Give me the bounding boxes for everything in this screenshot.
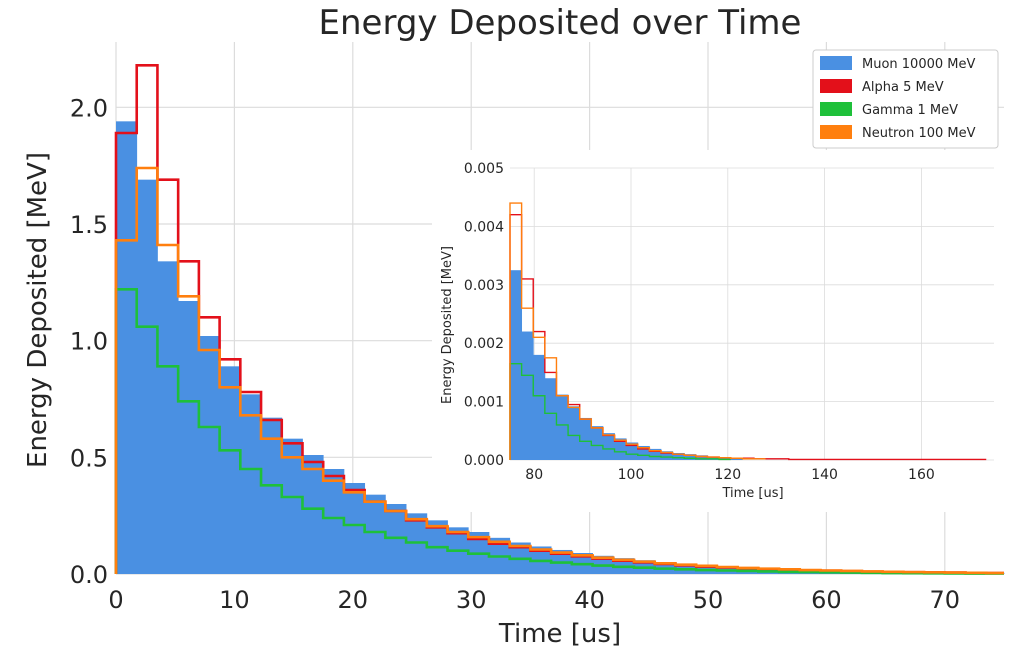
legend-label: Muon 10000 MeV — [862, 57, 975, 72]
y-tick-label: 1.5 — [70, 211, 108, 239]
inset-muon-10000-mev-bar — [661, 451, 674, 460]
inset-muon-10000-mev-bar — [510, 270, 523, 460]
x-tick-label: 40 — [574, 586, 605, 614]
inset-grid — [510, 167, 994, 461]
gamma-1-mev-line — [114, 288, 1004, 575]
legend-label: Gamma 1 MeV — [862, 103, 958, 118]
inset-gamma-1-mev-line — [509, 362, 731, 461]
inset-x-tick-label: 140 — [811, 467, 838, 483]
inset-y-axis-label: Energy Deposited [MeV] — [440, 246, 455, 404]
muon-10000-mev-bar — [136, 179, 158, 574]
legend-swatch — [820, 79, 852, 93]
inset-muon-10000-mev-bar — [614, 438, 627, 460]
inset-muon-10000-mev-bar — [544, 378, 557, 460]
inset-plot: 80 100 120 140 160 0.000 0.001 0.002 0.003 0.004 0… — [432, 150, 1010, 512]
muon-10000-mev-bar — [116, 121, 138, 574]
y-tick-label: 0.5 — [70, 444, 108, 472]
muon-10000-mev-bar — [198, 336, 220, 574]
inset-muon-10000-mev-bar — [521, 331, 534, 460]
inset-muon-10000-mev-bar — [533, 354, 546, 460]
inset-muon-10000-mev-bar — [626, 442, 639, 460]
chart-title: Energy Deposited over Time — [319, 3, 802, 43]
muon-10000-mev-bar — [302, 455, 324, 574]
inset-muon-10000-mev-bar — [695, 455, 708, 460]
inset-x-tick-label: 80 — [525, 467, 543, 483]
muon-10000-mev-bar — [281, 438, 303, 574]
muon-10000-mev-bar — [178, 301, 200, 574]
inset-x-tick-label: 160 — [908, 467, 935, 483]
legend-box — [812, 49, 999, 149]
legend: Muon 10000 MeV Alpha 5 MeV Gamma 1 MeV Neut… — [812, 49, 999, 149]
x-tick-label: 50 — [693, 586, 724, 614]
inset-y-tick-label: 0.002 — [464, 336, 504, 352]
legend-label: Alpha 5 MeV — [862, 80, 944, 95]
y-tick-label: 0.0 — [70, 561, 108, 589]
inset-muon-10000-mev-bar — [684, 454, 697, 460]
legend-label: Neutron 100 MeV — [862, 126, 976, 141]
inset-plot-background — [510, 168, 994, 460]
y-tick-label: 2.0 — [70, 94, 108, 122]
inset-y-tick-label: 0.000 — [464, 453, 504, 469]
inset-x-axis-label: Time [us] — [721, 486, 783, 501]
muon-10000-mev-bar — [219, 366, 241, 574]
inset-muon-10000-mev-bar — [568, 406, 581, 460]
y-axis-label: Energy Deposited [MeV] — [23, 152, 53, 468]
x-tick-label: 20 — [338, 586, 369, 614]
legend-swatch — [820, 56, 852, 70]
muon-10000-mev-bar — [323, 469, 345, 574]
muon-10000-mev-bar — [343, 483, 366, 574]
inset-y-tick-label: 0.005 — [464, 161, 504, 177]
inset-y-tick-label: 0.004 — [464, 219, 504, 235]
inset-muon-10000-mev-bar — [579, 417, 592, 460]
inset-y-tick-label: 0.003 — [464, 278, 504, 294]
inset-y-tick-label: 0.001 — [464, 395, 504, 411]
y-tick-label: 1.0 — [70, 328, 108, 356]
x-tick-label: 30 — [456, 586, 487, 614]
inset-muon-10000-mev-bar — [602, 433, 615, 460]
x-tick-label: 70 — [930, 586, 961, 614]
inset-muon-10000-mev-bar — [649, 448, 662, 460]
inset-muon-10000-mev-bar — [719, 457, 732, 460]
inset-muon-10000-mev-bar — [556, 394, 569, 460]
inset-x-tick-label: 120 — [714, 467, 741, 483]
legend-swatch — [820, 102, 852, 116]
x-tick-label: 60 — [811, 586, 842, 614]
inset-muon-10000-mev-bar — [672, 452, 685, 460]
x-axis-label: Time [us] — [498, 619, 621, 649]
neutron-100-mev-line — [114, 166, 1004, 575]
inset-x-tick-label: 100 — [618, 467, 645, 483]
muon-10000-mev-bar — [364, 494, 386, 574]
x-tick-label: 10 — [219, 586, 250, 614]
muon-10000-mev-bar — [240, 394, 262, 574]
inset-muon-10000-mev-bar — [591, 426, 604, 460]
x-tick-label: 0 — [108, 586, 123, 614]
inset-neutron-100-mev-line — [509, 202, 766, 460]
muon-10000-mev-bar — [157, 261, 179, 574]
legend-swatch — [820, 125, 852, 139]
muon-10000-mev-bar — [261, 417, 283, 574]
